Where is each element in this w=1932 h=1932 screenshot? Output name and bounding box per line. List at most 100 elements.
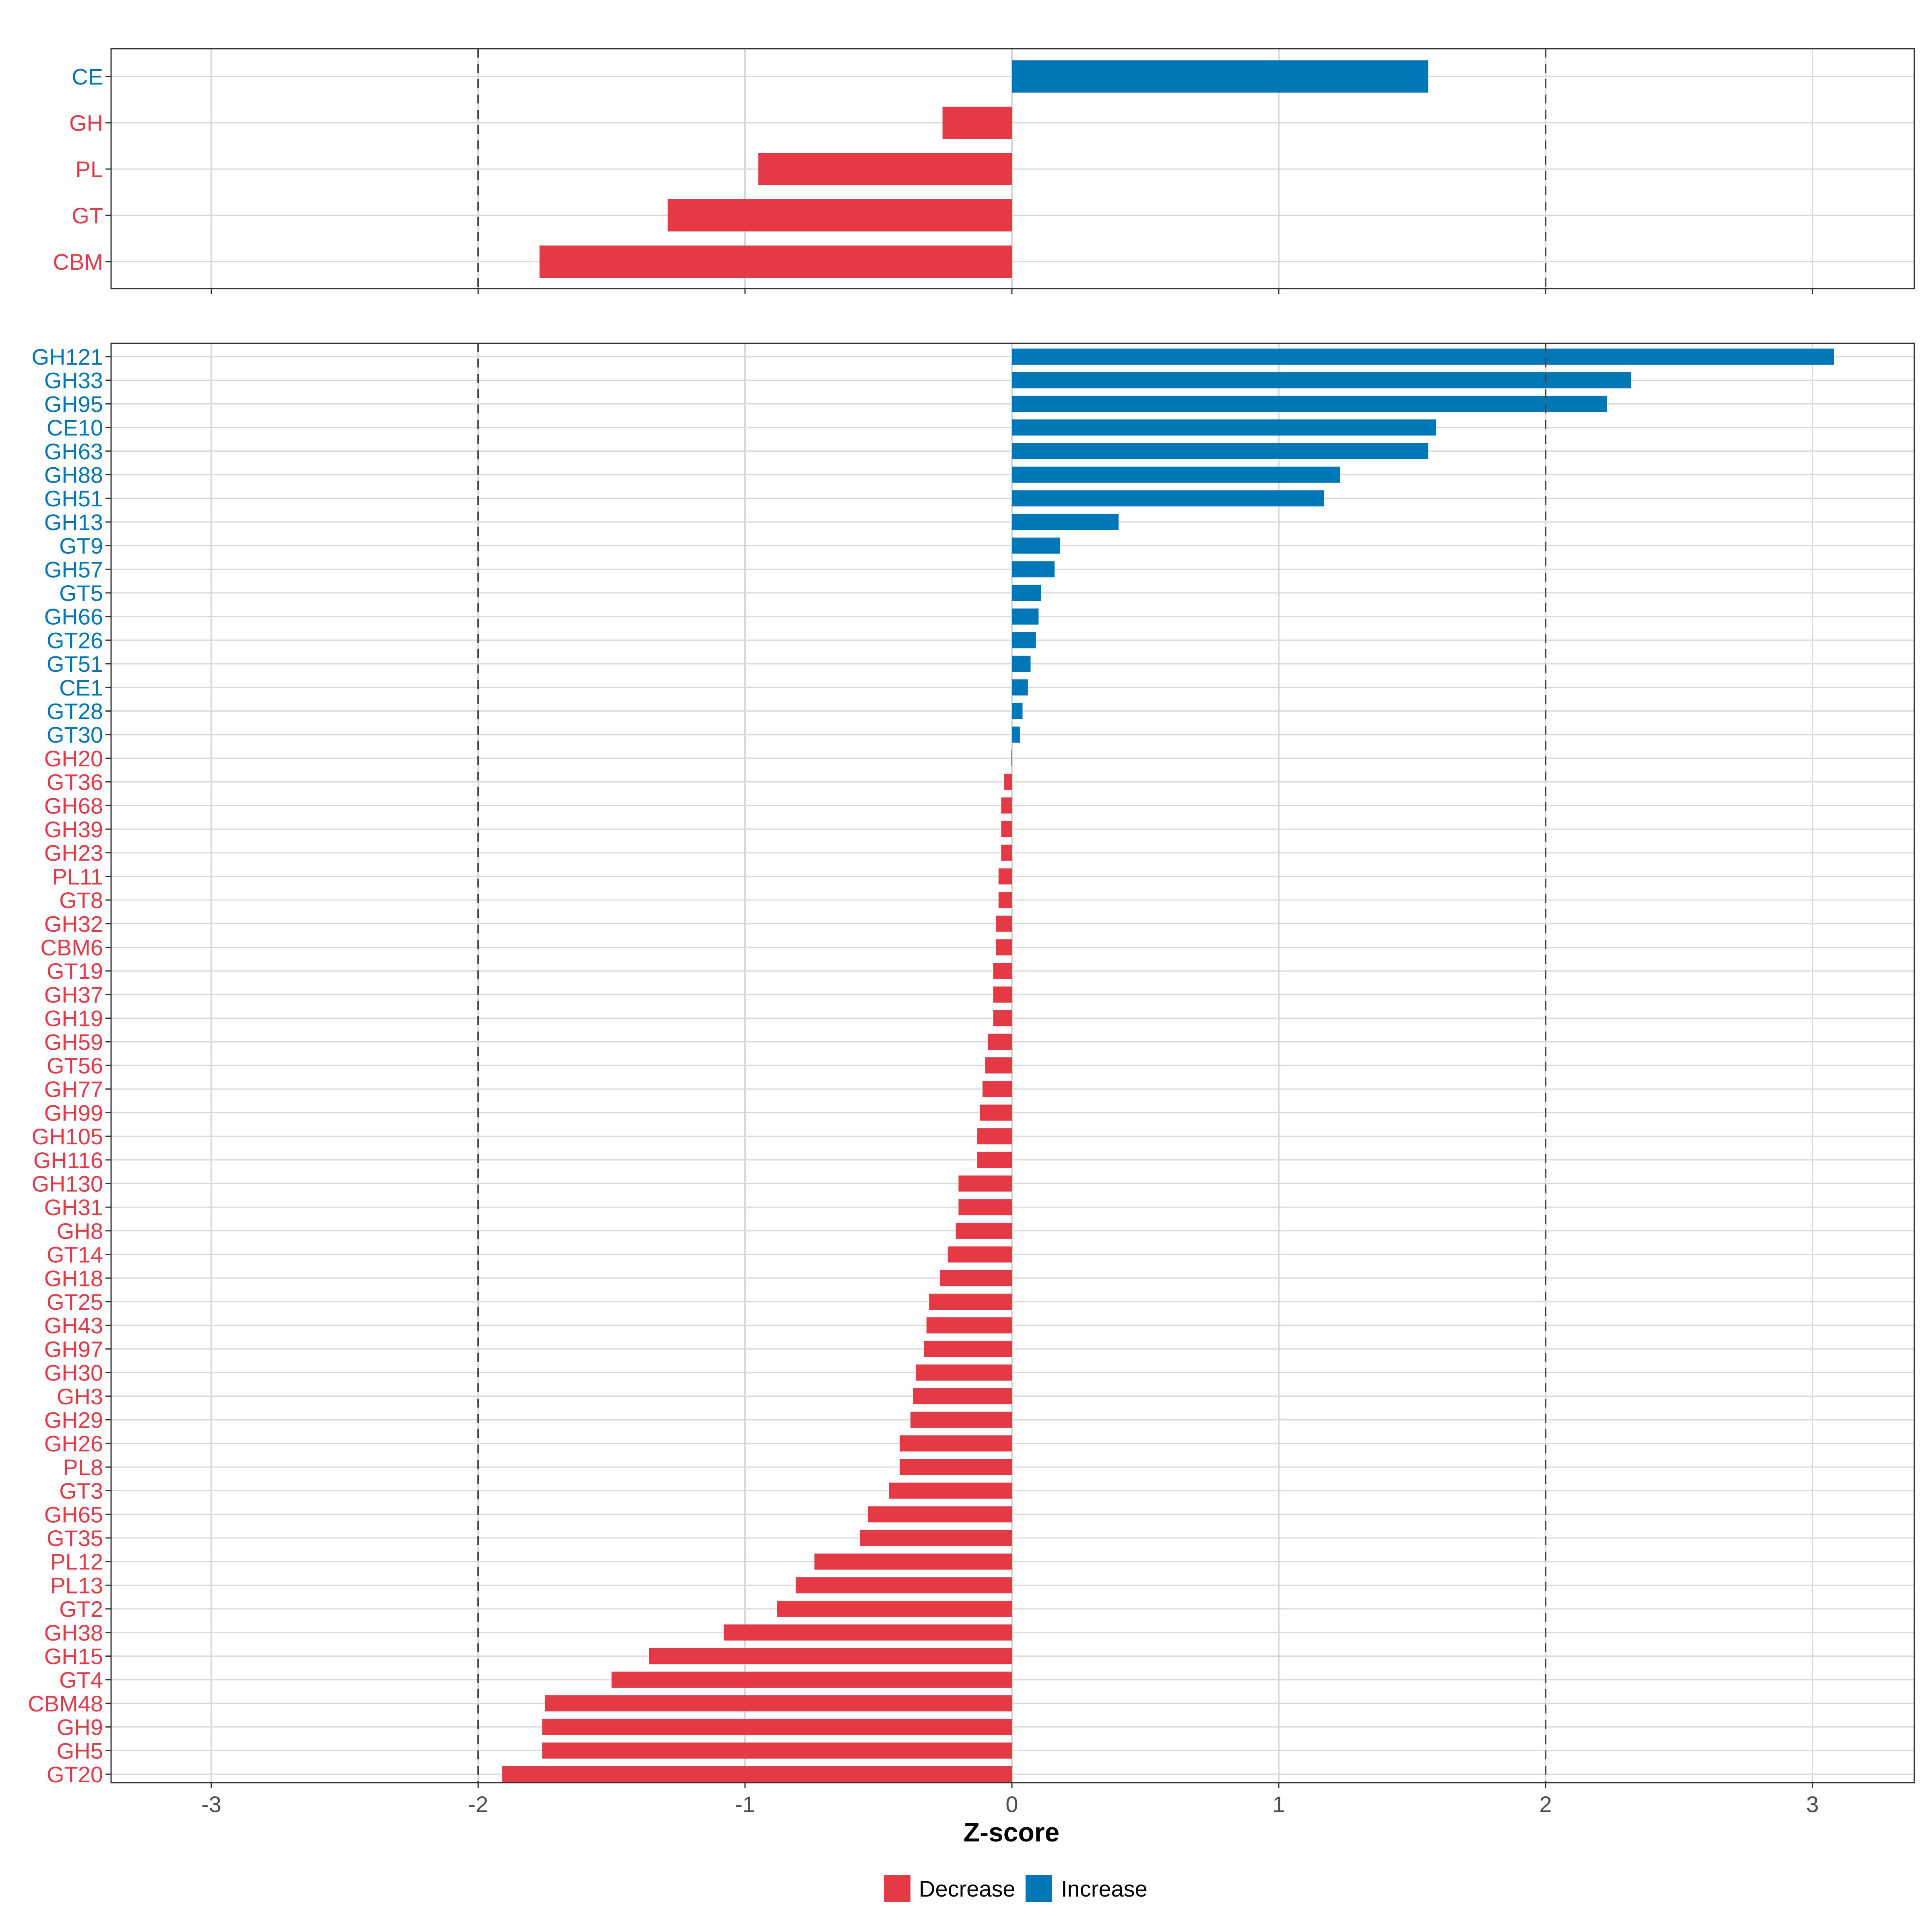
- subfamily-bar-gh39: [1001, 821, 1012, 837]
- subfamily-bar-gt20: [502, 1766, 1012, 1782]
- subfamily-label-gt9: GT9: [59, 533, 103, 559]
- subfamily-bar-gh23: [1001, 844, 1012, 861]
- x-tick-label: 0: [1005, 1792, 1018, 1817]
- subfamily-bar-gh26: [900, 1435, 1012, 1452]
- subfamily-bar-gt26: [1012, 632, 1036, 648]
- subfamily-panel: GH121GH33GH95CE10GH63GH88GH51GH13GT9GH57…: [28, 343, 1915, 1788]
- subfamily-bar-gh95: [1012, 396, 1607, 412]
- subfamily-bar-gh38: [723, 1624, 1012, 1641]
- subfamily-bar-gt36: [1004, 774, 1012, 790]
- subfamily-label-gh15: GH15: [44, 1644, 103, 1669]
- subfamily-label-gh23: GH23: [44, 840, 103, 866]
- subfamily-label-gh30: GH30: [44, 1360, 103, 1385]
- subfamily-label-cbm48: CBM48: [28, 1691, 103, 1716]
- family-label-gt: GT: [72, 203, 103, 228]
- subfamily-label-gh29: GH29: [44, 1408, 103, 1433]
- subfamily-bar-gh65: [867, 1506, 1012, 1523]
- family-panel: CE GH PL GT CBM: [53, 48, 1915, 294]
- x-tick-label: 1: [1272, 1792, 1285, 1817]
- subfamily-bar-gh116: [977, 1152, 1012, 1168]
- subfamily-label-gt20: GT20: [47, 1762, 103, 1787]
- subfamily-bar-ce1: [1012, 679, 1028, 696]
- subfamily-label-gt51: GT51: [47, 651, 103, 677]
- family-bar-gt: [667, 199, 1012, 231]
- subfamily-bar-gt51: [1012, 656, 1031, 672]
- subfamily-bar-gt2: [777, 1601, 1012, 1617]
- subfamily-label-pl12: PL12: [50, 1549, 103, 1575]
- subfamily-label-gt28: GT28: [47, 699, 103, 724]
- subfamily-bar-gh68: [1001, 797, 1012, 814]
- subfamily-bar-gh19: [993, 1010, 1012, 1026]
- family-bar-gh: [942, 107, 1012, 139]
- x-axis-title: Z-score: [964, 1817, 1059, 1847]
- subfamily-label-gh32: GH32: [44, 911, 103, 937]
- subfamily-bar-gh9: [542, 1719, 1012, 1735]
- subfamily-label-gh95: GH95: [44, 391, 103, 417]
- family-bar-pl: [758, 153, 1012, 185]
- subfamily-bar-gh57: [1012, 561, 1055, 578]
- subfamily-bar-gt30: [1012, 727, 1020, 743]
- subfamily-label-gt5: GT5: [59, 580, 103, 606]
- subfamily-label-pl8: PL8: [63, 1455, 103, 1480]
- subfamily-label-pl13: PL13: [50, 1573, 103, 1598]
- subfamily-label-gt14: GT14: [47, 1242, 103, 1267]
- subfamily-bar-gh3: [913, 1388, 1012, 1404]
- subfamily-label-ce1: CE1: [59, 675, 103, 700]
- subfamily-label-gh33: GH33: [44, 368, 103, 393]
- legend-swatch-increase: [1026, 1875, 1052, 1902]
- x-tick-label: 3: [1806, 1792, 1818, 1817]
- subfamily-bar-gh20: [1011, 750, 1012, 766]
- subfamily-label-gt8: GT8: [59, 888, 103, 913]
- subfamily-bar-gh51: [1012, 490, 1324, 507]
- subfamily-label-gh66: GH66: [44, 604, 103, 630]
- subfamily-label-gt26: GT26: [47, 627, 103, 653]
- subfamily-bar-gh5: [542, 1742, 1012, 1759]
- subfamily-label-gh65: GH65: [44, 1502, 103, 1527]
- subfamily-label-gh5: GH5: [57, 1738, 103, 1763]
- subfamily-label-gh20: GH20: [44, 746, 103, 771]
- subfamily-label-gt3: GT3: [59, 1478, 103, 1504]
- subfamily-bar-gh29: [910, 1412, 1012, 1428]
- x-tick-label: -3: [201, 1792, 221, 1817]
- subfamily-bar-gt8: [998, 892, 1012, 908]
- subfamily-label-cbm6: CBM6: [40, 935, 103, 960]
- subfamily-label-gh97: GH97: [44, 1336, 103, 1362]
- subfamily-label-gh13: GH13: [44, 510, 103, 535]
- subfamily-label-gh63: GH63: [44, 439, 103, 464]
- subfamily-label-gh38: GH38: [44, 1620, 103, 1645]
- family-label-pl: PL: [76, 157, 103, 182]
- subfamily-bar-pl8: [900, 1459, 1012, 1475]
- subfamily-label-gt36: GT36: [47, 770, 103, 795]
- subfamily-bar-pl13: [795, 1577, 1012, 1593]
- subfamily-bar-gh31: [958, 1199, 1012, 1216]
- subfamily-label-gh51: GH51: [44, 486, 103, 511]
- family-label-cbm: CBM: [53, 249, 103, 275]
- subfamily-bar-gh8: [956, 1222, 1012, 1239]
- subfamily-label-gh77: GH77: [44, 1077, 103, 1102]
- subfamily-label-gt35: GT35: [47, 1525, 103, 1551]
- x-tick-label: -2: [468, 1792, 488, 1817]
- subfamily-label-gh57: GH57: [44, 557, 103, 582]
- subfamily-label-gt56: GT56: [47, 1053, 103, 1078]
- subfamily-bar-gh30: [916, 1364, 1012, 1381]
- subfamily-label-gh43: GH43: [44, 1313, 103, 1338]
- subfamily-bar-gh99: [980, 1104, 1012, 1121]
- subfamily-bar-gt19: [993, 963, 1012, 979]
- subfamily-label-gh19: GH19: [44, 1006, 103, 1031]
- subfamily-bar-gh13: [1012, 514, 1119, 530]
- subfamily-label-gh99: GH99: [44, 1100, 103, 1125]
- subfamily-label-gt25: GT25: [47, 1289, 103, 1315]
- subfamily-panel-border: [110, 343, 1915, 1783]
- subfamily-label-gh105: GH105: [32, 1124, 103, 1149]
- subfamily-bar-gh105: [977, 1128, 1012, 1145]
- subfamily-bar-gh18: [939, 1270, 1012, 1286]
- legend-label-decrease: Decrease: [919, 1876, 1016, 1901]
- subfamily-bar-gt9: [1012, 537, 1060, 554]
- subfamily-bar-cbm48: [545, 1695, 1012, 1711]
- subfamily-label-gh18: GH18: [44, 1265, 103, 1291]
- subfamily-bar-gt14: [947, 1246, 1012, 1263]
- subfamily-label-gh116: GH116: [33, 1148, 103, 1173]
- x-tick-label: -1: [735, 1792, 755, 1817]
- subfamily-bar-gh63: [1012, 443, 1428, 459]
